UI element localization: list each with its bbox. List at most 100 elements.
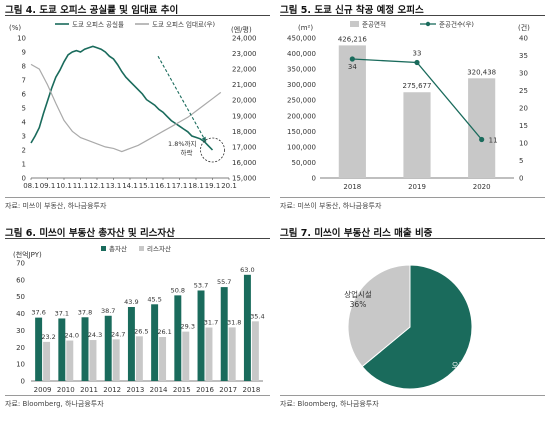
left-tick-label: 5: [22, 105, 26, 113]
total-asset-bar: [35, 317, 43, 381]
x-tick-label: 2020: [473, 183, 491, 191]
figure4-bottom-rule: [5, 197, 270, 198]
rent-line: [30, 63, 222, 153]
figure4-chart: (%) (엔/평) 0 1 2 3 4 5 6 7 8 9 10 15,000 16,000 17,000 18…: [9, 20, 257, 191]
lease-asset-bar: [66, 340, 74, 381]
left-tick-label: 200,000: [287, 112, 316, 120]
figure6-panel: 그림 6. 미쓰이 부동산 총자산 및 리스자산 (천억JPY) 0 10 20 30 4…: [5, 223, 270, 439]
retail-slice: [347, 264, 411, 368]
right-tick-label: 23,000: [232, 50, 257, 58]
total-asset-bar: [151, 304, 159, 381]
x-tick-label: 2013: [126, 386, 144, 394]
total-asset-value-label: 63.0: [240, 266, 254, 274]
figure4-source: 자료: 미쓰이 부동산, 하나금융투자: [5, 202, 107, 210]
y-tick-label: 40: [16, 310, 25, 318]
figure5-source: 자료: 미쓰이 부동산, 하나금융투자: [280, 202, 382, 210]
lease-asset-bar: [251, 321, 259, 381]
right-axis-label: (엔/평): [231, 25, 252, 34]
vacancy-rate-line: [30, 45, 214, 151]
lease-asset-bar: [89, 340, 97, 381]
figure7-title: 그림 7. 미쓰이 부동산 리스 매출 비중: [280, 228, 433, 239]
right-tick-label: 24,000: [232, 35, 257, 43]
legend-count-marker: [425, 21, 431, 27]
left-tick-label: 9: [22, 49, 26, 57]
office-name-label: 오피스: [452, 361, 473, 370]
y-tick-label: 50: [16, 293, 25, 301]
figure6-top-rule: [5, 238, 270, 239]
x-tick-label: 18.1: [188, 182, 204, 190]
left-tick-label: 1: [22, 161, 26, 169]
x-tick-label: 2019: [408, 183, 426, 191]
x-tick-label: 2017: [219, 386, 237, 394]
legend-total-label: 총자산: [109, 244, 127, 253]
right-tick-label: 16,000: [232, 159, 257, 167]
left-axis-label: (m²): [298, 24, 313, 32]
y-tick-label: 20: [16, 344, 25, 352]
count-value-label: 11: [489, 137, 498, 145]
right-tick-label: 20: [519, 105, 528, 113]
x-tick-label: 12.1: [89, 182, 105, 190]
left-tick-label: 350,000: [287, 66, 316, 74]
x-tick-label: 16.1: [155, 182, 171, 190]
figure4-title: 그림 4. 도쿄 오피스 공실률 및 임대료 추이: [5, 5, 179, 16]
total-asset-value-label: 53.7: [194, 281, 208, 289]
lease-asset-bar: [135, 336, 143, 381]
legend-total-swatch: [101, 246, 106, 251]
x-tick-label: 17.1: [172, 182, 188, 190]
legend-rent-label: 도쿄 오피스 임대료(우): [152, 20, 215, 29]
office-slice: [361, 264, 473, 390]
left-tick-label: 10: [17, 35, 26, 43]
x-tick-label: 15.1: [139, 182, 155, 190]
bar-value-label: 426,216: [338, 35, 367, 43]
retail-percent-label: 36%: [350, 300, 367, 309]
figure4-panel: 그림 4. 도쿄 오피스 공실률 및 임대료 추이 (%) (엔/평) 0 1 2 3 4 5…: [5, 0, 270, 216]
x-tick-label: 11.1: [73, 182, 89, 190]
right-tick-label: 0: [519, 175, 523, 183]
lease-asset-bar: [159, 337, 167, 381]
total-asset-bar: [220, 287, 228, 381]
trend-arrow-head: [201, 136, 206, 142]
left-tick-label: 8: [22, 63, 26, 71]
trend-arrow-line: [157, 55, 207, 142]
left-tick-label: 150,000: [287, 128, 316, 136]
bar-value-label: 320,438: [467, 68, 496, 76]
x-tick-label: 2018: [242, 386, 260, 394]
x-tick-label: 20.1: [221, 182, 237, 190]
figure5-chart: (m²) (건) 0 50,000 100,000 150,000 200,000 250,0…: [287, 20, 530, 192]
lease-asset-value-label: 24.7: [111, 330, 125, 338]
figure6-chart: (천억JPY) 0 10 20 30 40 50 60 70 37.6 23.2 2009 37.1 24…: [13, 244, 265, 394]
legend-lease-label: 리스자산: [147, 244, 171, 253]
x-tick-label: 2011: [80, 386, 98, 394]
left-tick-label: 100,000: [287, 143, 316, 151]
lease-asset-value-label: 26.1: [157, 328, 171, 336]
office-percent-label: 64%: [454, 371, 471, 380]
legend-lease-swatch: [139, 246, 144, 251]
count-point: [479, 136, 485, 143]
x-tick-label: 14.1: [122, 182, 138, 190]
area-bar: [338, 45, 366, 178]
left-axis-label: (%): [9, 24, 21, 32]
figure7-bottom-rule: [280, 395, 545, 396]
left-tick-label: 7: [22, 77, 26, 85]
right-tick-label: 30: [519, 70, 528, 78]
area-bar: [403, 92, 431, 178]
count-value-label: 34: [348, 63, 357, 71]
annotation-text-line1: 1.8%까지: [168, 139, 196, 148]
total-asset-value-label: 45.5: [147, 295, 161, 303]
total-asset-value-label: 37.8: [78, 308, 92, 316]
lease-asset-value-label: 23.2: [41, 333, 55, 341]
legend-count-label: 준공건수(우): [439, 20, 474, 29]
right-tick-label: 40: [519, 35, 528, 43]
right-tick-label: 15,000: [232, 175, 257, 183]
total-asset-bar: [127, 306, 135, 381]
lease-asset-bar: [112, 339, 120, 381]
right-tick-label: 19,000: [232, 112, 257, 120]
y-tick-label: 0: [21, 378, 25, 386]
left-tick-label: 2: [22, 147, 26, 155]
right-tick-label: 17,000: [232, 143, 257, 151]
right-tick-label: 25: [519, 87, 528, 95]
count-point: [349, 56, 355, 62]
y-tick-label: 10: [16, 361, 25, 369]
right-axis-label: (건): [518, 23, 530, 32]
